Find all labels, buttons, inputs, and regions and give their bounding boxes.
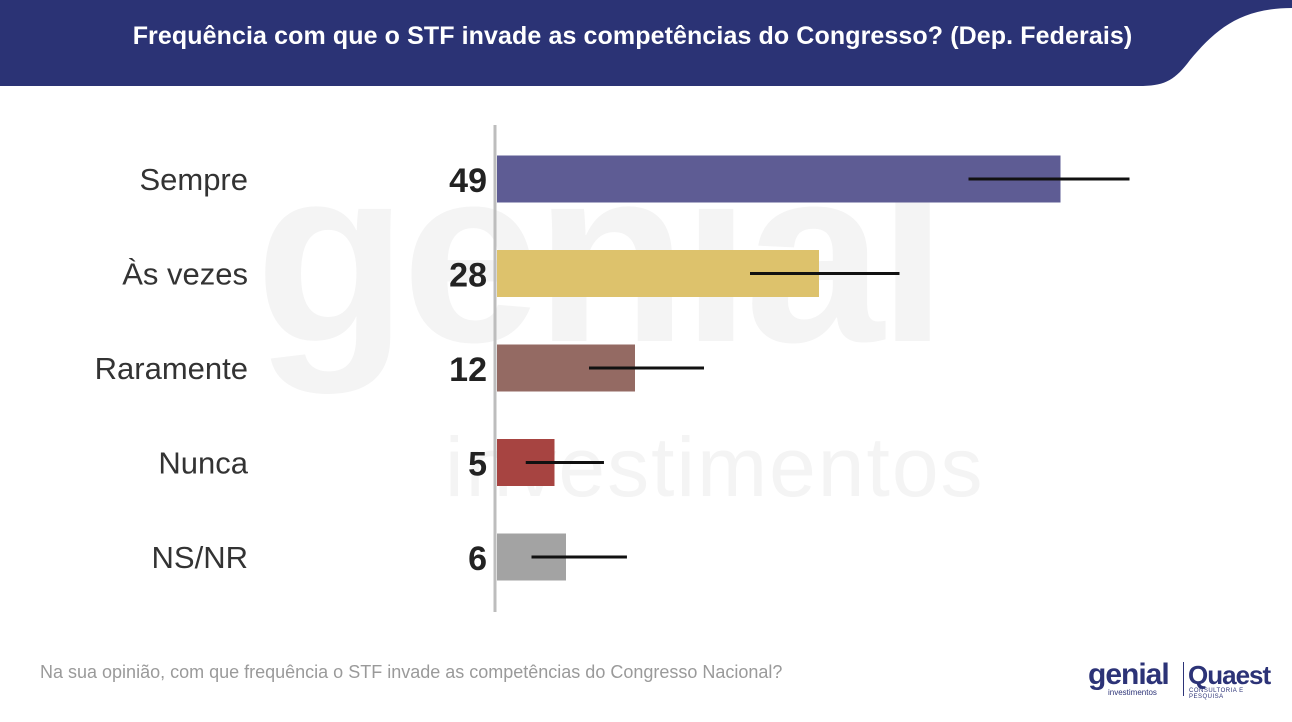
survey-question: Na sua opinião, com que frequência o STF… (40, 662, 783, 682)
value-label-nunca: 5 (468, 446, 487, 484)
value-label-ns-nr: 6 (468, 540, 487, 578)
category-label-ns-nr: NS/NR (152, 540, 248, 575)
footer-logos: genial investimentos Quaest CONSULTORIA … (1088, 658, 1271, 701)
chart-title: Frequência com que o STF invade as compe… (132, 22, 1133, 50)
value-label-raramente: 12 (449, 351, 487, 389)
genial-logo: genial (1088, 658, 1170, 691)
quaest-logo: Quaest (1188, 660, 1271, 690)
category-label-sempre: Sempre (139, 162, 248, 197)
labels-layer: Sempre 49 Às vezes 28 Raramente 12 Nunca 5 NS/NR… (95, 162, 487, 578)
bars-layer (497, 155, 1130, 581)
header-band-shape (0, 0, 1292, 86)
logo-divider (1183, 662, 1184, 696)
category-label-raramente: Raramente (95, 351, 248, 386)
category-label-as-vezes: Às vezes (122, 257, 248, 292)
value-label-as-vezes: 28 (449, 257, 487, 295)
value-label-sempre: 49 (449, 162, 487, 200)
bar-sempre (497, 155, 1061, 203)
header-band (0, 0, 1292, 86)
quaest-logo-subtitle: CONSULTORIA E PESQUISA (1189, 688, 1244, 700)
category-label-nunca: Nunca (158, 446, 248, 481)
genial-logo-subtitle: investimentos (1108, 688, 1157, 697)
